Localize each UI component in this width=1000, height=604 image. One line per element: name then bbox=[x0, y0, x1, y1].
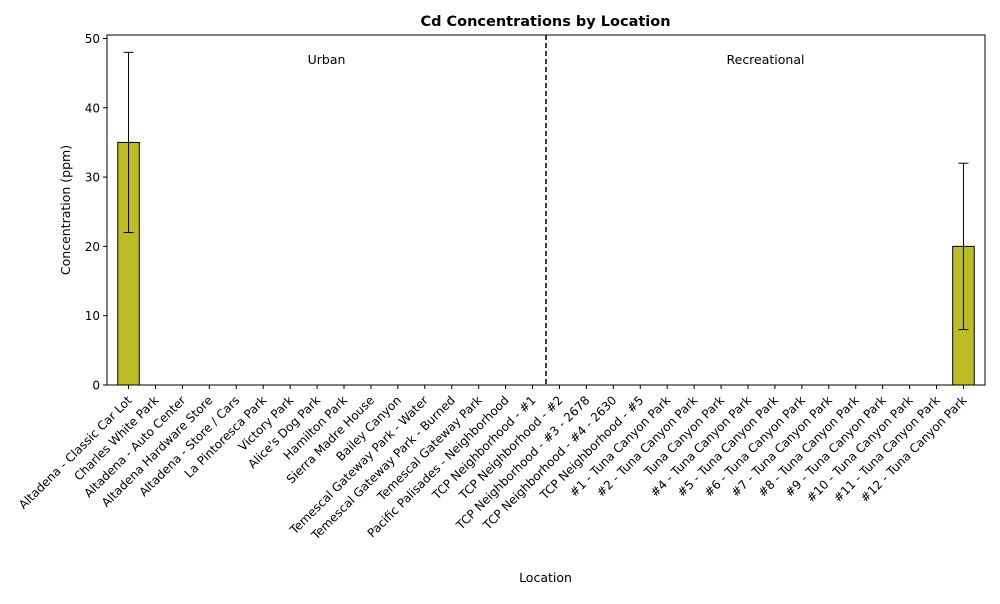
annotation-urban: Urban bbox=[308, 52, 346, 67]
y-tick-label-0: 0 bbox=[92, 379, 100, 393]
x-axis-label: Location bbox=[519, 570, 572, 585]
y-tick-label-40: 40 bbox=[85, 101, 100, 115]
y-tick-label-20: 20 bbox=[85, 240, 100, 254]
y-tick-label-10: 10 bbox=[85, 309, 100, 323]
y-tick-label-50: 50 bbox=[85, 32, 100, 46]
y-tick-label-30: 30 bbox=[85, 171, 100, 185]
chart-title: Cd Concentrations by Location bbox=[420, 14, 670, 30]
annotation-recreational: Recreational bbox=[727, 52, 805, 67]
y-axis-label: Concentration (ppm) bbox=[58, 145, 73, 275]
axes-frame bbox=[106, 34, 986, 386]
